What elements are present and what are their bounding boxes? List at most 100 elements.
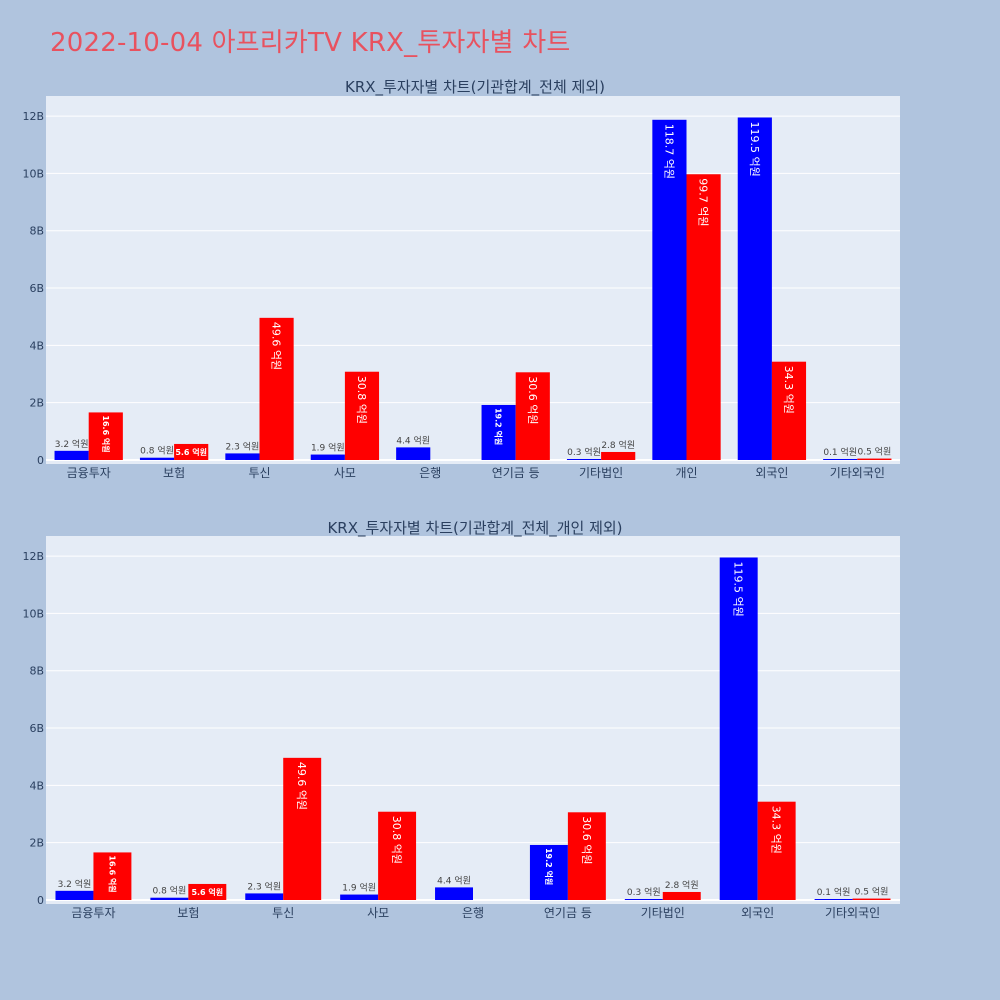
bar-series_a	[54, 450, 89, 460]
data-label: 34.3 억원	[782, 366, 795, 414]
data-label: 0.8 억원	[152, 885, 186, 897]
bar-series_b	[857, 458, 892, 460]
bar-series_b	[344, 371, 380, 460]
x-tick-label: 사모	[367, 906, 389, 920]
x-tick-label: 연기금 등	[492, 466, 540, 480]
data-label: 0.8 억원	[140, 445, 174, 457]
data-label: 2.3 억원	[226, 440, 260, 452]
x-tick-label: 보험	[163, 466, 185, 480]
bar-series_a	[652, 119, 687, 461]
data-label: 4.4 억원	[396, 434, 430, 446]
data-label: 0.3 억원	[567, 446, 601, 458]
chart-title: KRX_투자자별 차트(기관합계_전체_개인 제외)	[327, 519, 622, 538]
bar-series_a	[245, 893, 284, 900]
bar-series_b	[662, 891, 701, 900]
data-label: 49.6 억원	[295, 762, 308, 810]
data-label: 1.9 억원	[342, 882, 376, 894]
data-label: 2.8 억원	[601, 439, 635, 451]
bar-series_a	[481, 404, 516, 460]
bar-series_b	[188, 883, 227, 900]
data-label: 0.5 억원	[855, 886, 889, 898]
chart-2: 0 2B 4B 6B 8B 10B 12B KRX_투자자별 차트(기관합계_전체_개인 제외…	[22, 519, 900, 920]
y-tick-label: 4B	[29, 339, 44, 352]
data-label: 19.2 억원	[544, 848, 554, 885]
x-tick-label: 외국인	[741, 906, 774, 920]
y-tick-label: 2B	[29, 837, 44, 850]
data-label: 0.5 억원	[858, 446, 892, 458]
bar-series_b	[283, 757, 322, 900]
bar-series_a	[310, 454, 345, 460]
page-title: 2022-10-04 아프리카TV KRX_투자자별 차트	[50, 28, 571, 58]
data-label: 99.7 억원	[697, 178, 710, 226]
x-tick-label: 은행	[419, 465, 441, 480]
y-tick-label: 4B	[29, 779, 44, 792]
bar-series_a	[719, 557, 758, 900]
x-tick-label: 외국인	[755, 466, 788, 480]
data-label: 34.3 억원	[770, 806, 783, 854]
bar-series_b	[259, 317, 294, 460]
x-tick-label: 기타법인	[641, 906, 685, 920]
bar-series_b	[174, 443, 209, 460]
x-tick-label: 기타외국인	[830, 466, 885, 480]
bar-series_b	[567, 812, 606, 900]
bar-series_b	[93, 852, 132, 900]
y-tick-label: 10B	[22, 607, 44, 620]
bar-series_a	[737, 117, 772, 460]
data-label: 30.6 억원	[526, 376, 539, 424]
data-label: 2.8 억원	[665, 879, 699, 891]
x-tick-label: 금융투자	[67, 466, 111, 480]
data-label: 5.6 억원	[191, 887, 223, 897]
bar-series_b	[771, 361, 807, 460]
data-label: 19.2 억원	[494, 408, 504, 445]
bar-series_b	[852, 898, 891, 900]
data-label: 119.5 억원	[732, 561, 745, 616]
bar-series_a	[823, 459, 858, 460]
bar-series_b	[757, 801, 796, 900]
y-tick-label: 12B	[22, 550, 44, 563]
bar-series_a	[225, 453, 260, 460]
chart-title: KRX_투자자별 차트(기관합계_전체 제외)	[345, 78, 605, 97]
bar-series_a	[396, 447, 431, 460]
data-label: 0.1 억원	[823, 446, 857, 458]
data-label: 3.2 억원	[55, 438, 89, 450]
x-tick-label: 사모	[334, 466, 356, 480]
bar-series_a	[435, 887, 473, 900]
bar-series_b	[88, 412, 123, 460]
x-tick-label: 은행	[462, 905, 484, 920]
bar-series_a	[340, 894, 379, 900]
bar-series_b	[686, 174, 721, 460]
data-label: 119.5 억원	[748, 121, 761, 176]
data-label: 1.9 억원	[311, 442, 345, 454]
y-tick-label: 0	[37, 454, 44, 467]
data-label: 3.2 억원	[58, 878, 92, 890]
y-tick-label: 2B	[29, 397, 44, 410]
bar-series_b	[601, 451, 636, 460]
data-label: 2.3 억원	[247, 880, 281, 892]
y-tick-label: 8B	[29, 225, 44, 238]
y-tick-label: 6B	[29, 722, 44, 735]
x-tick-label: 투신	[272, 906, 294, 920]
y-tick-label: 8B	[29, 665, 44, 678]
x-tick-label: 투신	[248, 466, 270, 480]
data-label: 0.3 억원	[627, 886, 661, 898]
x-tick-label: 보험	[177, 906, 199, 920]
data-label: 16.6 억원	[101, 415, 111, 452]
x-tick-label: 개인	[675, 466, 697, 480]
data-label: 49.6 억원	[270, 322, 283, 370]
bar-series_a	[814, 899, 853, 900]
x-tick-label: 기타외국인	[825, 906, 880, 920]
data-label: 16.6 억원	[107, 855, 117, 892]
x-tick-label: 금융투자	[71, 906, 115, 920]
data-label: 30.8 억원	[355, 376, 368, 424]
x-tick-label: 연기금 등	[544, 906, 592, 920]
bar-series_b	[378, 811, 417, 900]
data-label: 30.6 억원	[580, 816, 593, 864]
chart-1: 0 2B 4B 6B 8B 10B 12B KRX_투자자별 차트(기관합계_전체 제외) 금융…	[22, 78, 900, 480]
data-label: 0.1 억원	[817, 886, 851, 898]
data-label: 118.7 억원	[662, 124, 675, 179]
data-label: 4.4 억원	[437, 874, 471, 886]
y-tick-label: 10B	[22, 167, 44, 180]
bar-series_a	[566, 459, 602, 460]
y-tick-label: 12B	[22, 110, 44, 123]
